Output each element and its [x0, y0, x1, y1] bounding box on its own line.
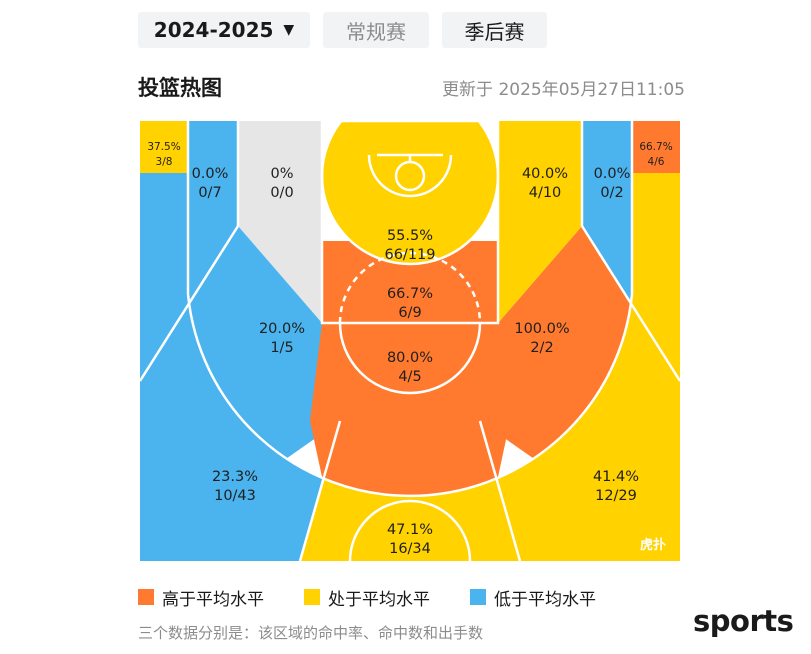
dropdown-caret-icon: ▼: [283, 22, 295, 38]
zone-label-pct: 100.0%: [514, 321, 569, 337]
zone-label-pct: 0.0%: [192, 166, 229, 182]
zone-label-pct: 40.0%: [522, 166, 568, 182]
zone-label-made-att: 0/2: [600, 185, 623, 201]
zone-label-pct: 37.5%: [147, 141, 180, 153]
zone-label-pct: 0.0%: [594, 166, 631, 182]
zone-label-pct: 55.5%: [387, 228, 433, 244]
zone-label-made-att: 3/8: [156, 156, 173, 168]
legend-label: 低于平均水平: [494, 589, 596, 610]
zone-label-made-att: 4/6: [648, 156, 665, 168]
heatmap-title: 投篮热图: [138, 76, 222, 100]
zone-restricted-area: [322, 121, 498, 264]
legend-item-above: 高于平均水平: [138, 585, 264, 610]
zone-label-made-att: 1/5: [270, 340, 293, 356]
updated-timestamp: 更新于 2025年05月27日11:05: [442, 80, 685, 100]
zone-label-pct: 0%: [270, 166, 293, 182]
zone-right-short-mid: [498, 121, 582, 323]
tab-regular-season[interactable]: 常规赛: [323, 12, 429, 48]
legend-swatch: [138, 589, 154, 605]
zone-label-made-att: 4/5: [398, 369, 421, 385]
legend-label: 高于平均水平: [162, 589, 264, 610]
watermark-logo: 虎扑: [640, 537, 666, 553]
season-selector[interactable]: 2024-2025 ▼: [138, 12, 310, 48]
legend-swatch: [470, 589, 486, 605]
season-label: 2024-2025: [153, 18, 274, 42]
zone-label-pct: 20.0%: [259, 321, 305, 337]
tab-label: 常规赛: [346, 19, 406, 44]
zone-label-made-att: 12/29: [595, 488, 637, 504]
footnote: 三个数据分别是：该区域的命中率、命中数和出手数: [138, 624, 484, 642]
legend-label: 处于平均水平: [328, 589, 430, 610]
zone-left-corner-three: [140, 121, 188, 173]
court-lines: [140, 121, 680, 561]
zone-right-corner-three: [632, 121, 680, 173]
zone-label-made-att: 0/0: [270, 185, 293, 201]
zone-paint-non-ra: [322, 241, 498, 323]
zone-label-made-att: 10/43: [214, 488, 256, 504]
brand-logo: sports: [693, 604, 794, 638]
zone-label-made-att: 16/34: [389, 541, 431, 557]
tab-playoffs[interactable]: 季后赛: [442, 12, 547, 48]
zone-label-pct: 41.4%: [593, 469, 639, 485]
zone-label-pct: 66.7%: [387, 286, 433, 302]
tab-label: 季后赛: [464, 19, 525, 44]
zone-label-made-att: 2/2: [530, 340, 553, 356]
zone-top-key-mid: [310, 323, 510, 496]
legend-item-below: 低于平均水平: [470, 585, 596, 610]
zone-label-made-att: 66/119: [384, 247, 435, 263]
zone-label-made-att: 6/9: [398, 305, 421, 321]
zone-label-pct: 47.1%: [387, 522, 433, 538]
zone-left-short-mid: [238, 121, 322, 323]
zone-label-made-att: 0/7: [198, 185, 221, 201]
zone-label-made-att: 4/10: [529, 185, 562, 201]
zone-label-pct: 23.3%: [212, 469, 258, 485]
zone-label-pct: 80.0%: [387, 350, 433, 366]
zone-label-pct: 66.7%: [639, 141, 672, 153]
shot-chart-court: 37.5% 3/8 0.0% 0/7 0% 0/0 55.5% 66/119 6…: [140, 121, 680, 561]
legend-swatch: [304, 589, 320, 605]
legend-item-average: 处于平均水平: [304, 585, 430, 610]
legend: 高于平均水平 处于平均水平 低于平均水平: [138, 585, 636, 610]
